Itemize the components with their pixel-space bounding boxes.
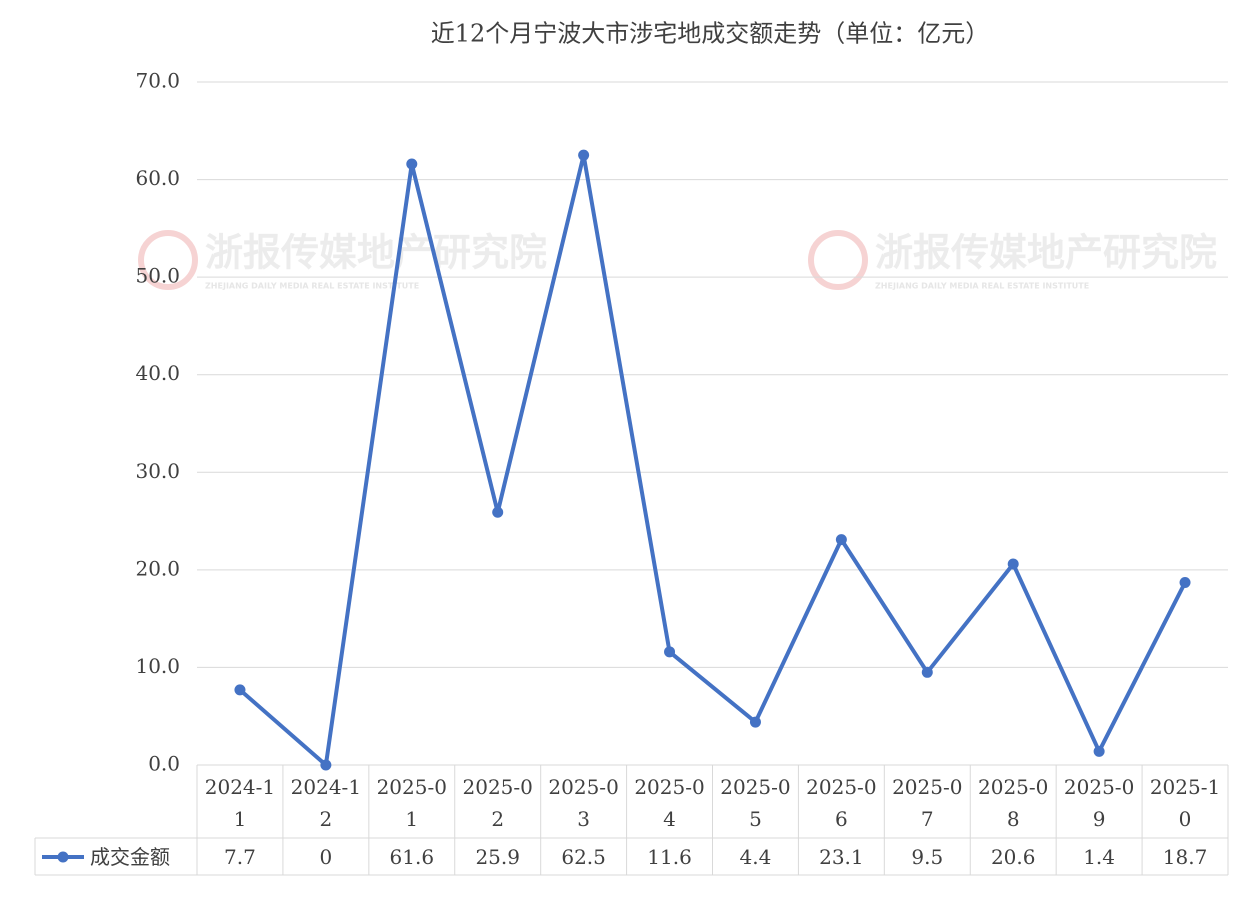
x-tick-label: 2025-07 xyxy=(892,775,963,831)
x-tick-label: 2025-09 xyxy=(1063,775,1135,831)
table-value: 23.1 xyxy=(819,845,864,869)
chart-title: 近12个月宁波大市涉宅地成交额走势（单位：亿元） xyxy=(431,20,990,48)
y-tick-label: 40.0 xyxy=(135,361,180,385)
table-value: 4.4 xyxy=(739,845,772,869)
table-value: 25.9 xyxy=(475,845,520,869)
table-value: 20.6 xyxy=(990,845,1036,869)
x-tick-label: 2025-02 xyxy=(462,775,533,831)
x-tick-label: 2025-08 xyxy=(978,775,1049,831)
legend-label: 成交金额 xyxy=(90,845,170,869)
watermark-text: 浙报传媒地产研究院 xyxy=(875,231,1217,275)
marker xyxy=(234,684,246,696)
marker xyxy=(1179,577,1191,589)
marker xyxy=(1093,745,1105,757)
watermark-logo xyxy=(138,230,198,290)
x-tick-label: 2025-03 xyxy=(548,775,619,831)
watermark-subtext: ZHEJIANG DAILY MEDIA REAL ESTATE INSTITU… xyxy=(205,282,419,291)
y-tick-label: 60.0 xyxy=(135,166,180,190)
table-value: 9.5 xyxy=(911,845,944,869)
marker xyxy=(664,646,676,658)
table-value: 11.6 xyxy=(647,845,692,869)
marker xyxy=(835,534,847,546)
x-tick-label: 2025-01 xyxy=(376,775,447,831)
table-value: 0 xyxy=(319,845,333,869)
y-tick-label: 50.0 xyxy=(135,264,180,288)
x-tick-label: 2025-05 xyxy=(720,775,791,831)
watermark-subtext: ZHEJIANG DAILY MEDIA REAL ESTATE INSTITU… xyxy=(875,282,1089,291)
watermark-text: 浙报传媒地产研究院 xyxy=(205,231,547,275)
marker xyxy=(578,149,590,161)
x-tick-label: 2025-04 xyxy=(634,775,705,831)
y-tick-label: 30.0 xyxy=(135,459,180,483)
line xyxy=(238,153,1187,767)
y-tick-label: 10.0 xyxy=(135,654,180,678)
marker xyxy=(320,759,332,771)
legend-marker xyxy=(57,851,69,863)
x-tick-label: 2025-06 xyxy=(806,775,877,831)
marker xyxy=(406,158,418,170)
x-tick-label: 2024-11 xyxy=(204,775,276,831)
marker xyxy=(1007,558,1019,570)
table-value: 18.7 xyxy=(1162,845,1208,869)
table-value: 7.7 xyxy=(224,845,256,869)
x-tick-label: 2025-10 xyxy=(1149,775,1221,831)
marker xyxy=(749,716,761,728)
marker xyxy=(492,506,504,518)
marker xyxy=(921,666,933,678)
table-value: 62.5 xyxy=(561,845,606,869)
watermark-logo xyxy=(808,230,868,290)
table-value: 1.4 xyxy=(1083,845,1116,869)
y-tick-label: 70.0 xyxy=(135,69,180,93)
table-value: 61.6 xyxy=(389,845,435,869)
y-tick-label: 0.0 xyxy=(148,752,180,776)
y-tick-label: 20.0 xyxy=(135,556,180,580)
x-tick-label: 2024-12 xyxy=(290,775,362,831)
